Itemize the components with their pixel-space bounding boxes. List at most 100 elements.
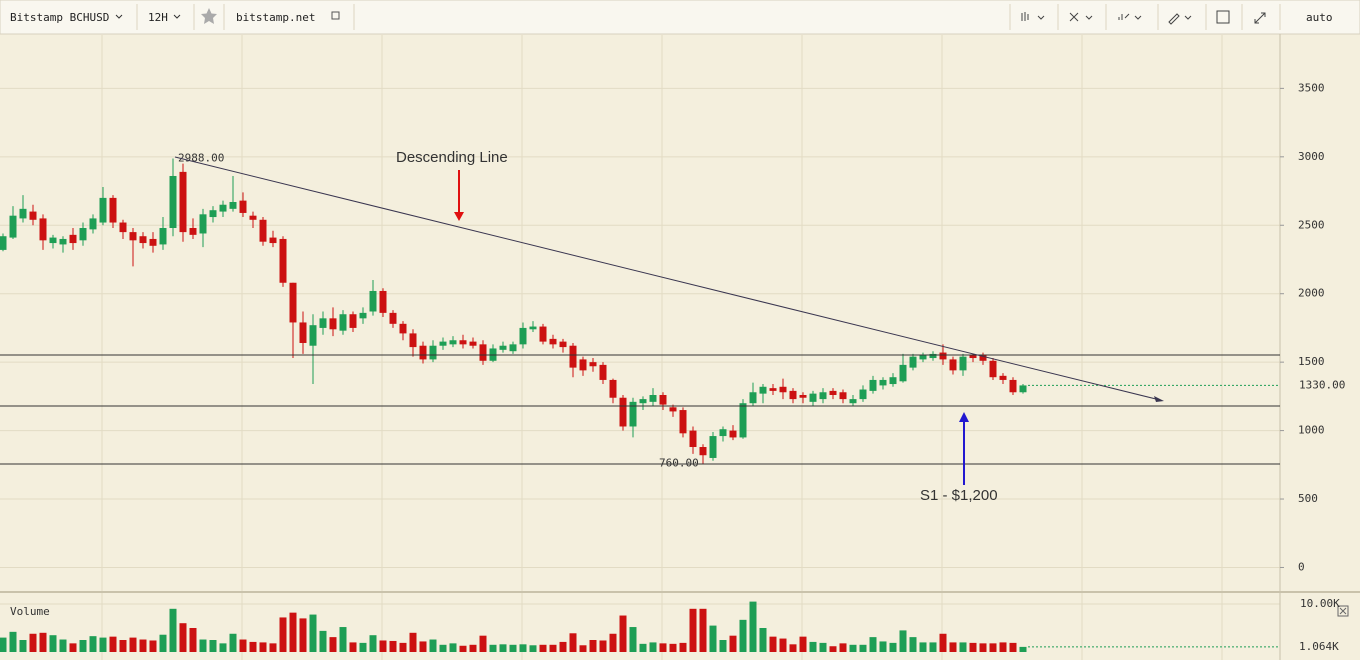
volume-bar <box>959 642 967 652</box>
candle-body <box>319 318 327 328</box>
indicators-icon[interactable] <box>1118 13 1130 20</box>
candle-body <box>629 401 637 427</box>
volume-bar <box>999 642 1007 652</box>
y-tick-label: 3500 <box>1298 81 1325 94</box>
volume-bar <box>439 644 447 652</box>
candle-body <box>569 345 577 368</box>
volume-bar <box>59 639 67 652</box>
y-tick-label: 500 <box>1298 492 1318 505</box>
favorite-icon[interactable] <box>201 8 217 24</box>
volume-bar <box>269 643 277 652</box>
volume-bar <box>849 644 857 652</box>
candle-body <box>929 353 937 359</box>
candle-body <box>849 399 857 404</box>
compare-icon[interactable] <box>1069 12 1079 22</box>
candle-body <box>169 175 177 229</box>
candle-body <box>329 318 337 330</box>
annotation-arrow-head <box>959 412 969 422</box>
candle-body <box>609 379 617 398</box>
volume-bar <box>149 640 157 652</box>
candle-body <box>579 359 587 371</box>
volume-bar <box>249 641 257 652</box>
volume-bar <box>759 628 767 652</box>
volume-bar <box>39 632 47 652</box>
candle-body <box>559 341 567 348</box>
candle-body <box>979 355 987 361</box>
popout-icon[interactable] <box>331 11 340 20</box>
volume-bar <box>669 643 677 652</box>
volume-bar <box>719 640 727 652</box>
candle-body <box>1019 385 1027 393</box>
candle-body <box>939 352 947 360</box>
volume-bar <box>399 642 407 652</box>
candle-body <box>279 238 287 283</box>
candle-body <box>739 403 747 438</box>
interval[interactable]: 12H <box>148 11 168 24</box>
volume-bar <box>659 643 667 652</box>
volume-bar <box>369 635 377 652</box>
volume-bar <box>789 644 797 652</box>
candle-body <box>179 171 187 233</box>
volume-bar <box>99 637 107 652</box>
y-tick-label: 1500 <box>1298 355 1325 368</box>
volume-bar <box>529 645 537 652</box>
candle-body <box>769 388 777 391</box>
volume-bar <box>499 644 507 652</box>
fullscreen-icon[interactable] <box>1254 12 1266 24</box>
candle-body <box>799 394 807 398</box>
candle-body <box>209 210 217 218</box>
volume-bar <box>219 643 227 652</box>
close-pane[interactable] <box>1337 605 1349 617</box>
volume-bar <box>179 623 187 652</box>
candle-body <box>39 218 47 241</box>
volume-bar <box>309 614 317 652</box>
volume-bar <box>329 637 337 652</box>
volume-bar <box>89 636 97 652</box>
volume-bar <box>0 637 7 652</box>
volume-bar <box>1009 642 1017 652</box>
volume-bar <box>579 645 587 652</box>
candle-body <box>409 333 417 348</box>
candle-body <box>709 436 717 458</box>
chart-style-icon[interactable] <box>1021 12 1029 21</box>
snapshot-icon[interactable] <box>1216 10 1230 24</box>
candle-body <box>289 282 297 323</box>
candle-body <box>549 338 557 345</box>
candle-body <box>499 345 507 350</box>
candle-body <box>599 364 607 380</box>
candle-body <box>309 325 317 346</box>
candle-body <box>529 326 537 330</box>
candle-body <box>139 236 147 244</box>
candle-body <box>729 430 737 438</box>
symbol[interactable]: Bitstamp BCHUSD <box>10 11 109 24</box>
volume-bar <box>49 635 57 652</box>
grid <box>0 35 1280 660</box>
candle-body <box>259 219 267 242</box>
marks: 0 500 1000 1500 2000 2500 3000 3500 10.00K 1330.0… <box>0 81 1345 653</box>
volume-bar <box>139 639 147 652</box>
low-label: 760.00 <box>659 456 699 469</box>
volume-bar <box>799 636 807 652</box>
volume-bar <box>339 627 347 652</box>
candle-body <box>859 389 867 400</box>
volume-bar <box>259 642 267 652</box>
source[interactable]: bitstamp.net <box>236 11 315 24</box>
candle-body <box>659 394 667 405</box>
volume-bar <box>769 636 777 652</box>
volume-bar <box>889 642 897 652</box>
candle-body <box>869 379 877 391</box>
candle-body <box>439 341 447 346</box>
candle-body <box>649 394 657 402</box>
candle-body <box>79 228 87 241</box>
draw-icon[interactable] <box>1168 13 1180 25</box>
candle-body <box>419 345 427 360</box>
volume-bar <box>869 637 877 652</box>
candle-body <box>639 399 647 404</box>
candle-body <box>49 237 57 244</box>
candle-body <box>989 360 997 378</box>
trend-arrow <box>1154 396 1164 402</box>
scale-mode[interactable]: auto <box>1306 11 1333 24</box>
volume-bar <box>609 633 617 652</box>
candle-body <box>839 392 847 400</box>
